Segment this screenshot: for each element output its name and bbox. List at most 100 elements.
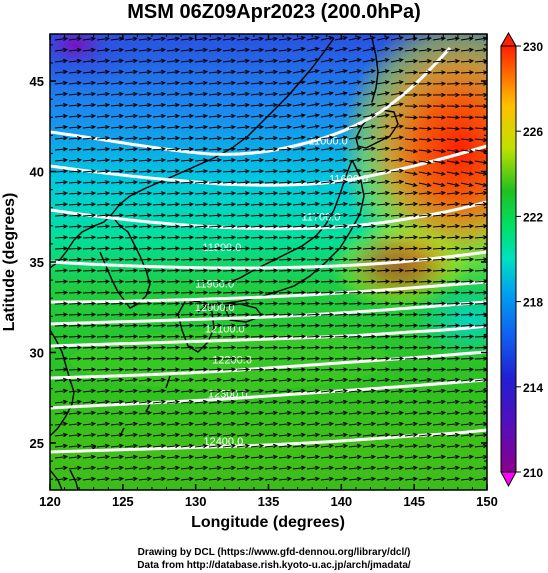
- colorbar: 210 214 218 222 226 230: [500, 31, 543, 488]
- wind-arrow: [194, 454, 209, 460]
- wind-arrow: [110, 268, 125, 273]
- wind-arrow: [334, 157, 349, 162]
- wind-arrow: [418, 257, 433, 262]
- wind-arrow: [432, 81, 447, 86]
- wind-arrow: [138, 367, 153, 372]
- wind-arrow: [82, 279, 97, 284]
- x-tick-label: 145: [403, 494, 425, 509]
- wind-arrow: [292, 290, 307, 295]
- wind-arrow: [250, 158, 265, 163]
- wind-arrow: [166, 465, 181, 471]
- wind-arrow: [208, 268, 223, 273]
- wind-arrow: [194, 135, 209, 141]
- wind-arrow: [348, 345, 363, 350]
- wind-arrow: [432, 58, 447, 64]
- wind-arrow: [236, 410, 251, 416]
- wind-arrow: [166, 69, 181, 75]
- contour-label: 11700.0: [301, 211, 340, 223]
- wind-arrow: [404, 171, 418, 176]
- wind-arrow: [138, 312, 153, 317]
- wind-arrow: [376, 388, 391, 394]
- wind-arrow: [376, 212, 391, 218]
- wind-arrow: [432, 115, 447, 120]
- contour-12000: [50, 300, 487, 326]
- wind-arrow: [222, 58, 237, 64]
- wind-arrow: [278, 169, 293, 174]
- wind-arrow: [54, 367, 69, 372]
- wind-arrow: [376, 334, 391, 339]
- wind-arrow: [152, 169, 167, 174]
- x-tick-label: 125: [112, 494, 134, 509]
- wind-arrow: [54, 235, 69, 240]
- wind-arrow: [138, 191, 153, 196]
- wind-arrow: [446, 212, 461, 218]
- wind-arrow: [236, 465, 251, 471]
- wind-arrow: [54, 69, 69, 75]
- wind-arrow: [306, 69, 320, 74]
- wind-arrow: [208, 180, 223, 185]
- wind-arrow: [418, 81, 433, 86]
- wind-arrow: [376, 356, 391, 361]
- wind-arrow: [292, 146, 307, 151]
- wind-arrow: [68, 257, 83, 262]
- x-tick-label: 130: [185, 494, 207, 509]
- wind-arrow: [222, 476, 237, 482]
- wind-arrow: [208, 80, 223, 86]
- wind-arrow: [82, 191, 97, 196]
- wind-arrow: [362, 377, 377, 383]
- wind-arrow: [110, 377, 125, 383]
- wind-arrow: [96, 454, 111, 460]
- wind-arrow: [68, 202, 83, 207]
- wind-arrow: [166, 367, 181, 372]
- wind-arrow: [376, 421, 391, 427]
- wind-arrow: [390, 410, 405, 416]
- wind-arrow: [362, 410, 377, 416]
- wind-arrow: [54, 191, 69, 196]
- wind-arrow: [110, 147, 125, 152]
- wind-arrow: [54, 246, 69, 251]
- wind-arrow: [264, 169, 279, 174]
- wind-arrow: [292, 124, 306, 129]
- wind-arrow: [446, 334, 461, 339]
- wind-arrow: [278, 334, 293, 339]
- wind-arrow: [250, 388, 265, 394]
- wind-arrow: [82, 257, 97, 262]
- wind-arrow: [180, 135, 195, 141]
- wind-arrow: [390, 69, 404, 74]
- wind-arrow: [264, 356, 279, 361]
- y-axis-label: Latitude (degrees): [1, 193, 18, 332]
- wind-arrow: [54, 301, 69, 306]
- wind-arrow: [250, 279, 265, 284]
- wind-arrow: [124, 399, 139, 405]
- wind-arrow: [236, 257, 251, 262]
- wind-arrow: [208, 58, 223, 64]
- wind-arrow: [292, 377, 307, 383]
- wind-arrow: [138, 113, 153, 119]
- wind-arrow: [320, 69, 334, 74]
- wind-arrow: [306, 146, 321, 151]
- wind-arrow: [152, 36, 167, 42]
- wind-arrow: [376, 290, 391, 295]
- wind-arrow: [334, 235, 349, 240]
- wind-arrow: [460, 323, 475, 328]
- wind-arrow: [138, 158, 153, 163]
- wind-arrow: [208, 388, 223, 394]
- wind-arrow: [376, 224, 391, 229]
- wind-arrow: [96, 356, 111, 361]
- wind-arrow: [404, 465, 419, 471]
- wind-arrow: [264, 377, 279, 383]
- wind-arrow: [376, 157, 391, 162]
- wind-arrow: [124, 47, 139, 53]
- wind-arrow: [376, 179, 391, 185]
- wind-arrow: [362, 91, 376, 96]
- wind-arrow: [96, 432, 111, 438]
- wind-arrow: [376, 201, 391, 207]
- wind-arrow: [180, 47, 195, 53]
- wind-arrow: [278, 180, 293, 185]
- wind-arrow: [180, 345, 195, 350]
- wind-arrow: [152, 454, 167, 460]
- wind-arrow: [138, 124, 153, 130]
- wind-arrow: [152, 356, 167, 361]
- wind-arrow: [278, 80, 293, 86]
- wind-arrow: [180, 113, 195, 119]
